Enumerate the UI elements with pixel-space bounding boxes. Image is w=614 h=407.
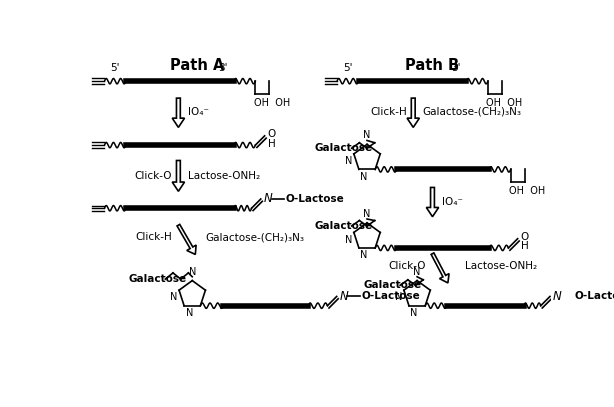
Text: Galactose-(CH₂)₃N₃: Galactose-(CH₂)₃N₃ — [205, 232, 305, 243]
Text: 3': 3' — [219, 63, 228, 74]
Text: N: N — [188, 267, 196, 277]
Text: O: O — [521, 232, 529, 242]
Text: Click-H: Click-H — [370, 107, 407, 117]
Text: Click-O: Click-O — [389, 261, 426, 271]
Text: IO₄⁻: IO₄⁻ — [188, 107, 209, 117]
Text: Galactose: Galactose — [315, 143, 373, 153]
Text: O-Lactose: O-Lactose — [361, 291, 420, 302]
Text: Path A: Path A — [171, 58, 225, 73]
Text: Lactose-ONH₂: Lactose-ONH₂ — [188, 171, 260, 181]
Text: O-Lactose: O-Lactose — [575, 291, 614, 302]
Text: N: N — [170, 293, 177, 302]
Text: N: N — [360, 250, 368, 260]
Text: H: H — [521, 241, 529, 252]
Text: Path B: Path B — [405, 58, 459, 73]
Text: Galactose: Galactose — [128, 274, 187, 284]
FancyArrow shape — [407, 98, 419, 127]
Text: O-Lactose: O-Lactose — [286, 194, 344, 204]
Text: Galactose: Galactose — [315, 221, 373, 231]
Text: 3': 3' — [451, 63, 460, 74]
FancyArrow shape — [172, 98, 185, 127]
Text: IO₄⁻: IO₄⁻ — [441, 197, 463, 207]
Text: OH  OH: OH OH — [509, 186, 545, 196]
Text: N: N — [345, 156, 352, 166]
Text: N: N — [185, 308, 193, 318]
Text: Galactose-(CH₂)₃N₃: Galactose-(CH₂)₃N₃ — [422, 107, 521, 117]
Text: N: N — [363, 131, 371, 140]
Text: OH  OH: OH OH — [486, 98, 523, 108]
Text: Lactose-ONH₂: Lactose-ONH₂ — [465, 261, 537, 271]
Text: 5': 5' — [111, 63, 120, 74]
Text: N: N — [413, 267, 421, 277]
Text: N: N — [360, 172, 368, 182]
Text: N: N — [411, 308, 418, 318]
Text: N: N — [553, 290, 562, 303]
Text: 5': 5' — [343, 63, 352, 74]
FancyArrow shape — [426, 188, 438, 217]
Text: OH  OH: OH OH — [254, 98, 290, 108]
Text: N: N — [363, 209, 371, 219]
Text: Galactose: Galactose — [363, 280, 421, 290]
FancyArrow shape — [177, 224, 196, 254]
Text: N: N — [395, 293, 402, 302]
Text: N: N — [345, 235, 352, 245]
FancyArrow shape — [431, 253, 449, 283]
Text: N: N — [264, 193, 273, 206]
Text: Click-O: Click-O — [134, 171, 172, 181]
Text: H: H — [268, 138, 276, 149]
FancyArrow shape — [172, 160, 185, 191]
Text: N: N — [340, 290, 349, 303]
Text: O: O — [268, 129, 276, 139]
Text: Click-H: Click-H — [136, 232, 172, 243]
